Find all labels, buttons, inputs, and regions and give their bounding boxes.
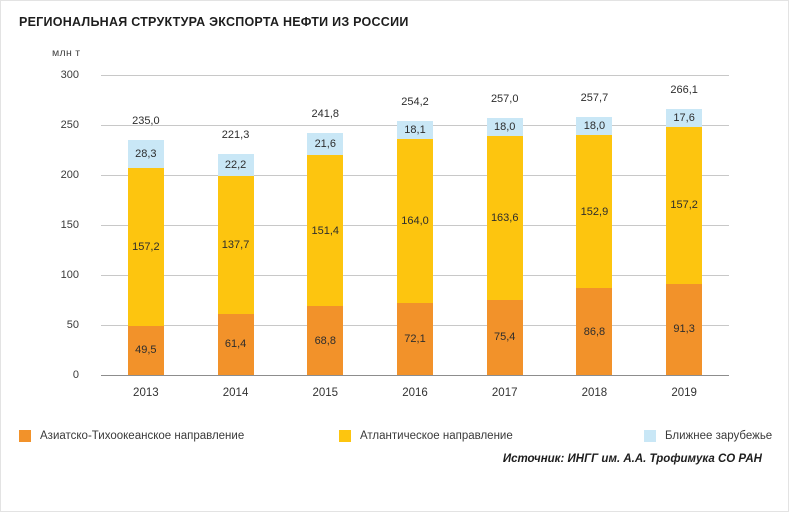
y-tick-label-50: 50: [66, 319, 79, 331]
x-tick-label-2013: 2013: [133, 387, 159, 399]
chart-title: РЕГИОНАЛЬНАЯ СТРУКТУРА ЭКСПОРТА НЕФТИ ИЗ…: [19, 15, 409, 29]
bar-total-label: 254,2: [401, 95, 429, 108]
bar-segment: 17,6: [666, 108, 703, 127]
segment-value-label: 28,3: [135, 148, 157, 161]
bar-segment: 91,3: [666, 283, 703, 375]
y-tick-label-0: 0: [72, 369, 79, 381]
bar-group-2018: 86,8 152,9 18,0 257,7 2018: [576, 75, 613, 399]
bar-group-2017: 75,4 163,6 18,0 257,0 2017: [486, 75, 523, 399]
bar-segment: 151,4: [307, 154, 344, 307]
segment-value-label: 22,2: [224, 158, 247, 171]
y-tick-label-200: 200: [60, 169, 79, 181]
legend-label: Азиатско-Тихоокеанское направление: [40, 430, 245, 442]
legend-item: Азиатско-Тихоокеанское направление: [19, 430, 244, 442]
bar-segment: 157,2: [127, 168, 164, 326]
segment-value-label: 152,9: [580, 205, 609, 218]
segment-value-label: 157,2: [670, 199, 698, 212]
bar-segment: 72,1: [397, 302, 433, 375]
bar-group-2014: 61,4 137,7 22,2 221,3 2014: [217, 75, 254, 399]
segment-value-label: 86,8: [583, 325, 606, 338]
segment-value-label: 49,5: [135, 344, 157, 357]
bar-total-label: 257,7: [580, 92, 609, 105]
y-axis-unit-label: млн т: [52, 47, 81, 59]
x-tick-label-2019: 2019: [671, 387, 697, 399]
y-tick-label-300: 300: [60, 69, 79, 81]
bar-segment: 86,8: [576, 288, 613, 375]
bar-total-label: 266,1: [670, 83, 698, 96]
segment-value-label: 21,6: [314, 138, 336, 151]
bar-segment: 21,6: [307, 133, 344, 155]
legend-swatch-icon: [644, 430, 656, 442]
segment-value-label: 61,4: [224, 338, 247, 351]
segment-value-label: 75,4: [493, 331, 516, 344]
segment-value-label: 164,0: [401, 214, 429, 227]
segment-value-label: 18,1: [404, 123, 426, 136]
legend-label: Ближнее зарубежье: [665, 430, 773, 442]
bar-group-2013: 49,5 157,2 28,3 235,0 2013: [127, 75, 164, 399]
bar-segment: 18,0: [486, 118, 523, 136]
x-tick-label-2018: 2018: [581, 387, 608, 399]
segment-value-label: 157,2: [132, 240, 160, 253]
bar-segment: 18,0: [576, 117, 613, 136]
legend: Азиатско-Тихоокеанское направление Атлант…: [1, 430, 788, 446]
bar-segment: 137,7: [217, 175, 254, 314]
segment-value-label: 18,0: [583, 120, 606, 133]
bar-segment: 163,6: [486, 136, 523, 300]
segment-value-label: 91,3: [673, 323, 695, 336]
segment-value-label: 151,4: [311, 224, 340, 237]
bar-segment: 22,2: [217, 153, 254, 176]
bar-segment: 152,9: [576, 135, 613, 289]
bar-segment: 49,5: [127, 325, 164, 375]
legend-swatch-icon: [19, 430, 31, 442]
bar-segment: 164,0: [397, 138, 433, 303]
x-tick-label-2017: 2017: [491, 387, 518, 399]
bar-segment: 75,4: [486, 299, 523, 375]
bar-total-label: 221,3: [221, 128, 250, 141]
bar-segment: 61,4: [217, 313, 254, 375]
bar-group-2016: 72,1 164,0 18,1 254,2 2016: [397, 75, 433, 399]
bar-group-2019: 91,3 157,2 17,6 266,1 2019: [666, 75, 703, 399]
bar-total-label: 257,0: [490, 93, 519, 105]
bar-total-label: 241,8: [311, 108, 340, 121]
legend-label: Атлантическое направление: [360, 430, 513, 442]
segment-value-label: 163,6: [490, 211, 519, 224]
y-tick-label-150: 150: [60, 219, 79, 231]
plot-area: 0 50 100 150 200 250 300 49,5 157,2 28,3 235,0 2013…: [61, 69, 729, 399]
bar-segment: 157,2: [666, 126, 703, 284]
bar-total-label: 235,0: [132, 115, 160, 127]
x-tick-label-2016: 2016: [402, 387, 428, 399]
source-note: Источник: ИНГГ им. А.А. Трофимука СО РАН: [502, 453, 762, 465]
bar-segment: 68,8: [307, 306, 344, 375]
bar-segment: 28,3: [127, 140, 164, 169]
y-tick-label-250: 250: [60, 119, 79, 131]
legend-swatch-icon: [339, 430, 351, 442]
legend-item: Ближнее зарубежье: [644, 430, 772, 442]
bar-group-2015: 68,8 151,4 21,6 241,8 2015: [307, 75, 344, 399]
segment-value-label: 137,7: [221, 238, 250, 251]
gridline-300: [101, 75, 729, 76]
x-tick-label-2014: 2014: [222, 387, 249, 399]
bar-segment: 18,1: [397, 120, 433, 139]
y-tick-label-100: 100: [60, 269, 79, 281]
segment-value-label: 17,6: [673, 111, 695, 124]
x-tick-label-2015: 2015: [312, 387, 339, 399]
legend-item: Атлантическое направление: [339, 430, 513, 442]
segment-value-label: 18,0: [493, 121, 516, 133]
segment-value-label: 72,1: [404, 332, 426, 345]
segment-value-label: 68,8: [314, 334, 336, 347]
gridline-0: [101, 375, 729, 376]
